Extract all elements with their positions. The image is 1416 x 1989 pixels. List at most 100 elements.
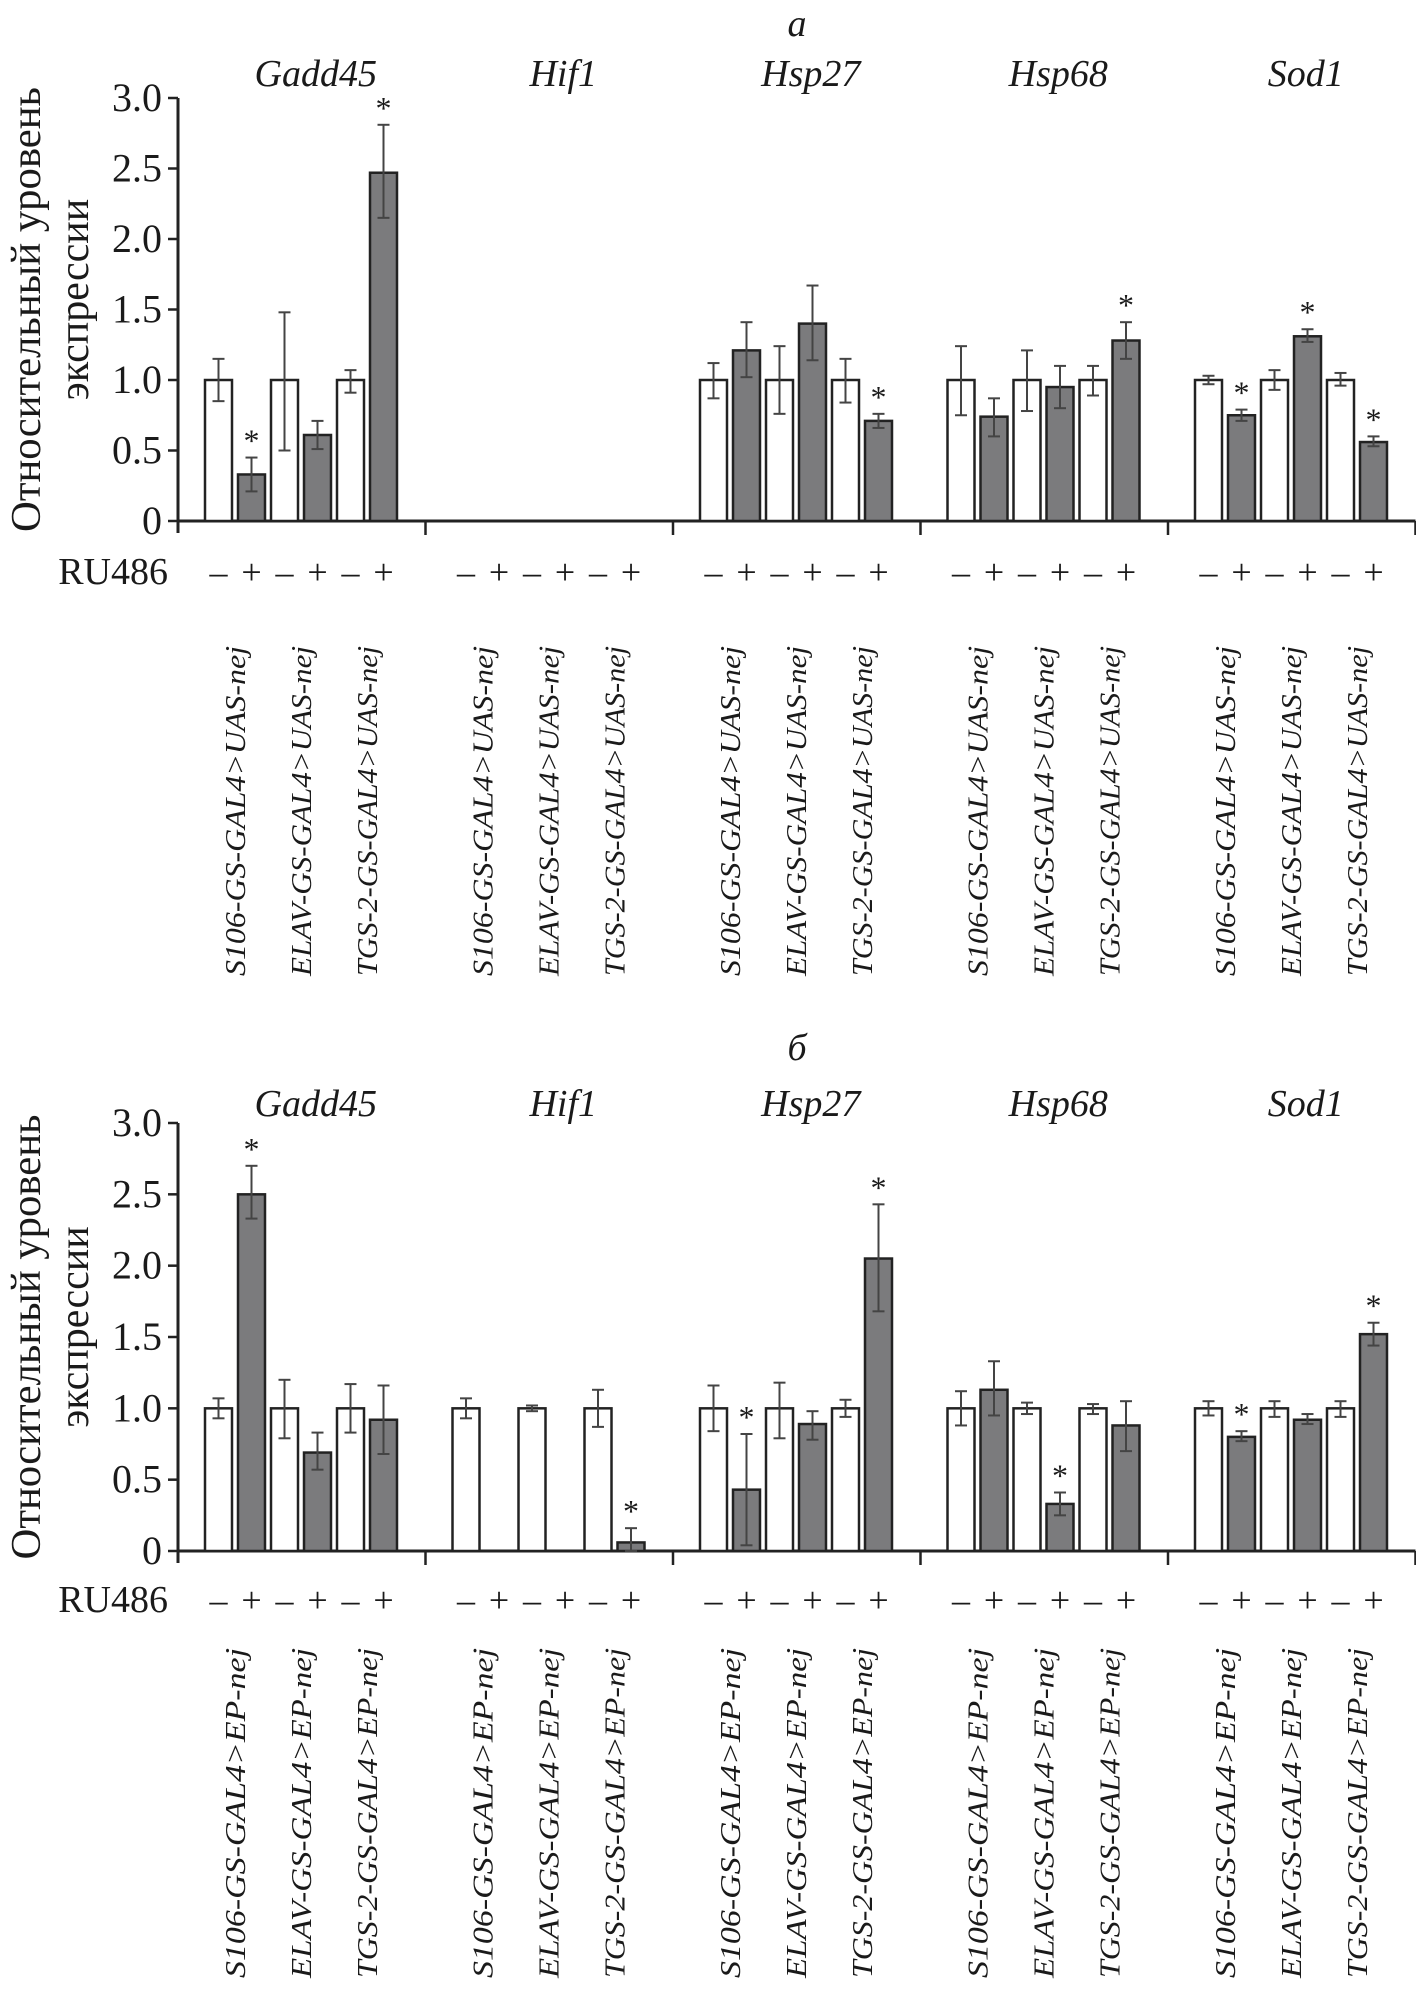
- bar: [1325, 378, 1356, 523]
- bar: [698, 378, 729, 523]
- ru486-condition-sign: –: [1331, 1580, 1351, 1620]
- chart-panel-0: а Относительный уровень экспрессии 0 0.5 1.0 1…: [4, 3, 1416, 977]
- ru486-condition-sign: +: [621, 1580, 641, 1620]
- ru486-condition-sign: +: [1116, 1580, 1136, 1620]
- y-tick-label: 1.0: [112, 1385, 162, 1430]
- gene-group-Hsp27: Hsp27– +*– + – +*S106-GS-GAL4>EP-nej ELAV-GS-…: [698, 1083, 894, 1979]
- ru486-condition-sign: –: [1083, 552, 1103, 592]
- ru486-condition-sign: –: [1265, 1580, 1285, 1620]
- ru486-label: RU486: [58, 1579, 168, 1621]
- bar: [203, 1407, 234, 1553]
- ru486-condition-sign: +: [736, 552, 756, 592]
- significance-asterisk: *: [244, 423, 260, 459]
- ru486-condition-sign: +: [868, 1580, 888, 1620]
- gene-group-Gadd45: Gadd45– +*– + – +S106-GS-GAL4>EP-nej ELAV-GS-…: [203, 1083, 399, 1979]
- strain-label: TGS-2-GS-GAL4>EP-nej: [353, 1648, 384, 1978]
- strain-label: S106-GS-GAL4>EP-nej: [221, 1648, 252, 1978]
- y-tick-label: 0: [142, 1528, 162, 1573]
- ru486-condition-sign: +: [1116, 552, 1136, 592]
- ru486-condition-sign: –: [836, 1580, 856, 1620]
- ru486-condition-sign: –: [951, 552, 971, 592]
- ru486-condition-sign: –: [1017, 1580, 1037, 1620]
- bar: [1358, 1332, 1389, 1553]
- ru486-condition-sign: +: [1231, 1580, 1251, 1620]
- ru486-condition-sign: –: [770, 1580, 790, 1620]
- ru486-condition-sign: –: [1017, 552, 1037, 592]
- strain-label: TGS-2-GS-GAL4>EP-nej: [1096, 1648, 1127, 1978]
- ru486-condition-sign: –: [341, 1580, 361, 1620]
- y-tick-label: 2.5: [112, 146, 162, 191]
- ru486-label: RU486: [58, 551, 168, 593]
- ru486-condition-sign: –: [522, 1580, 542, 1620]
- significance-asterisk: *: [376, 90, 392, 126]
- significance-asterisk: *: [1300, 294, 1316, 330]
- significance-asterisk: *: [871, 1169, 887, 1205]
- ru486-condition-sign: –: [275, 552, 295, 592]
- strain-label: TGS-2-GS-GAL4>UAS-nej: [848, 646, 879, 976]
- strain-label: TGS-2-GS-GAL4>EP-nej: [601, 1648, 632, 1978]
- ru486-condition-sign: +: [241, 552, 261, 592]
- ru486-condition-sign: +: [802, 552, 822, 592]
- ru486-condition-sign: –: [836, 552, 856, 592]
- significance-asterisk: *: [1366, 401, 1382, 437]
- ru486-condition-sign: +: [489, 552, 509, 592]
- ru486-condition-sign: –: [522, 552, 542, 592]
- ru486-condition-sign: –: [1265, 552, 1285, 592]
- strain-label: S106-GS-GAL4>UAS-nej: [964, 646, 995, 976]
- strain-label: S106-GS-GAL4>UAS-nej: [716, 646, 747, 976]
- strain-label: S106-GS-GAL4>EP-nej: [469, 1648, 500, 1978]
- strain-label: ELAV-GS-GAL4>EP-nej: [535, 1648, 566, 1979]
- strain-label: S106-GS-GAL4>EP-nej: [716, 1648, 747, 1978]
- gene-title: Hif1: [528, 1083, 597, 1125]
- strain-label: ELAV-GS-GAL4>UAS-nej: [1030, 646, 1061, 977]
- y-tick-label: 0.5: [112, 428, 162, 473]
- gene-title: Hif1: [528, 53, 597, 95]
- y-tick-label: 1.5: [112, 287, 162, 332]
- y-tick-label: 3.0: [112, 75, 162, 120]
- strain-label: ELAV-GS-GAL4>UAS-nej: [287, 646, 318, 977]
- ru486-condition-sign: +: [555, 1580, 575, 1620]
- bar: [451, 1407, 481, 1553]
- gene-group-Gadd45: Gadd45– +*– + – +*S106-GS-GAL4>UAS-nej ELAV-G…: [203, 53, 399, 977]
- bar: [1226, 414, 1257, 523]
- significance-asterisk: *: [1234, 375, 1250, 411]
- significance-asterisk: *: [1366, 1288, 1382, 1324]
- bar: [1325, 1407, 1356, 1553]
- significance-asterisk: *: [1118, 287, 1134, 323]
- strain-label: TGS-2-GS-GAL4>UAS-nej: [353, 646, 384, 976]
- ru486-condition-sign: +: [621, 552, 641, 592]
- ru486-condition-sign: –: [1331, 552, 1351, 592]
- panel-label: а: [788, 3, 807, 45]
- ru486-condition-sign: –: [456, 1580, 476, 1620]
- bar: [203, 378, 234, 523]
- bar: [863, 419, 894, 523]
- gene-title: Hsp27: [760, 53, 862, 95]
- ru486-condition-sign: +: [1363, 1580, 1383, 1620]
- significance-asterisk: *: [623, 1493, 639, 1529]
- gene-group-Hif1: Hif1– + – + – +*S106-GS-GAL4>EP-nej ELAV-GS-GA…: [451, 1083, 646, 1979]
- bar: [583, 1407, 613, 1553]
- gene-group-Hsp27: Hsp27– + – + – +*S106-GS-GAL4>UAS-nej ELAV-GS-…: [698, 53, 894, 977]
- ru486-condition-sign: +: [1050, 552, 1070, 592]
- significance-asterisk: *: [871, 379, 887, 415]
- ru486-condition-sign: +: [1363, 552, 1383, 592]
- strain-label: TGS-2-GS-GAL4>EP-nej: [1343, 1648, 1374, 1978]
- bar: [269, 1407, 300, 1553]
- y-axis-label-line1: Относительный уровень: [4, 1115, 50, 1560]
- strain-label: S106-GS-GAL4>EP-nej: [1211, 1648, 1242, 1978]
- bar: [1292, 1418, 1323, 1553]
- chart-panel-1: б Относительный уровень экспрессии 0 0.5 1.0 1…: [4, 1027, 1416, 1979]
- bar: [979, 1388, 1009, 1553]
- bar: [1358, 440, 1389, 523]
- strain-label: TGS-2-GS-GAL4>UAS-nej: [1343, 646, 1374, 976]
- strain-label: S106-GS-GAL4>UAS-nej: [221, 646, 252, 976]
- ru486-condition-sign: –: [770, 552, 790, 592]
- gene-group-Hsp68: Hsp68– + – +*– +S106-GS-GAL4>EP-nej ELAV-GS-G…: [946, 1083, 1141, 1979]
- ru486-condition-sign: +: [307, 1580, 327, 1620]
- bar: [1226, 1435, 1257, 1553]
- significance-asterisk: *: [739, 1399, 755, 1435]
- bar: [1193, 378, 1224, 523]
- ru486-condition-sign: +: [984, 1580, 1004, 1620]
- bar: [1292, 335, 1323, 523]
- y-tick-label: 1.5: [112, 1314, 162, 1359]
